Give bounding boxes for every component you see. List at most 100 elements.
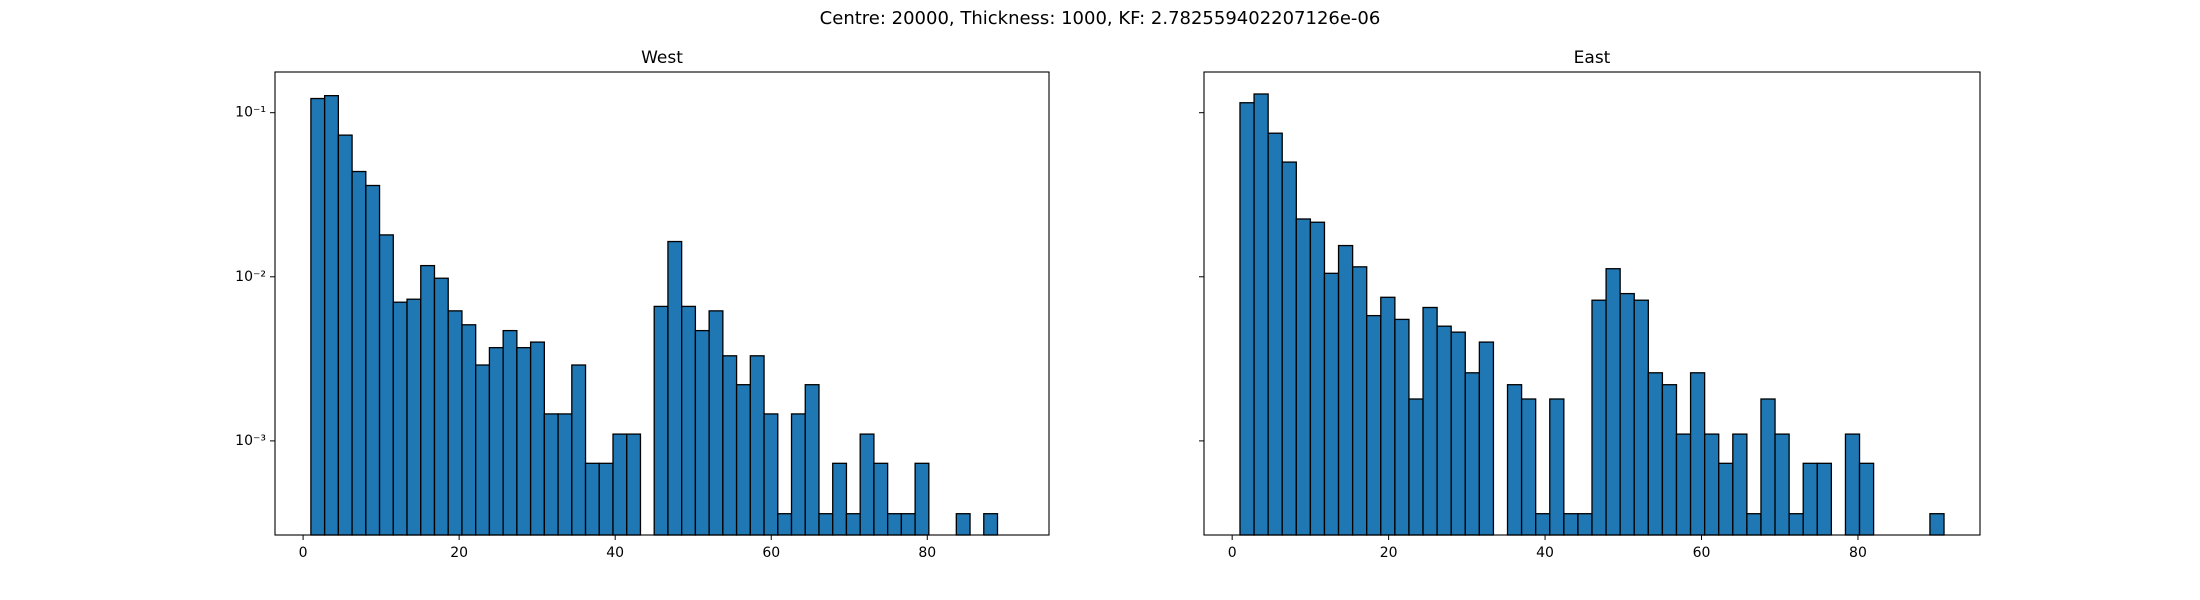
bar xyxy=(886,513,903,536)
bar xyxy=(1689,372,1706,536)
bar xyxy=(1464,372,1481,536)
figure-title: Centre: 20000, Thickness: 1000, KF: 2.78… xyxy=(820,8,1381,29)
bar xyxy=(1802,462,1818,536)
x-tick-label: 80 xyxy=(918,545,936,561)
bar xyxy=(777,513,793,536)
bar xyxy=(900,513,916,536)
bar xyxy=(1591,299,1607,536)
bar xyxy=(1253,93,1269,536)
bar xyxy=(955,513,971,536)
bar xyxy=(983,513,999,536)
bar xyxy=(1605,268,1621,536)
bar xyxy=(749,355,765,536)
bar xyxy=(323,95,340,536)
bar xyxy=(1478,341,1495,536)
bar xyxy=(1788,513,1804,536)
bar xyxy=(790,413,806,536)
bar xyxy=(1661,384,1678,536)
bar xyxy=(1703,433,1720,536)
x-tick-label: 60 xyxy=(1693,545,1711,561)
bar xyxy=(543,413,559,536)
bar xyxy=(681,305,697,536)
bar xyxy=(1239,102,1255,536)
x-tick-label: 60 xyxy=(762,545,780,561)
panel-title: West xyxy=(641,48,683,68)
bar xyxy=(722,355,738,536)
bar xyxy=(653,305,669,536)
bar xyxy=(1450,331,1466,536)
bar xyxy=(1647,372,1664,536)
bar xyxy=(351,170,367,536)
bar xyxy=(1619,292,1635,536)
bar xyxy=(1732,433,1748,536)
bar xyxy=(571,364,587,536)
bar xyxy=(1760,398,1776,536)
bar xyxy=(584,462,600,536)
bar xyxy=(914,462,930,536)
bar xyxy=(1816,462,1833,536)
y-tick-label: 10⁻³ xyxy=(235,433,266,449)
bar xyxy=(626,433,642,536)
bar xyxy=(433,277,449,536)
bar xyxy=(1309,221,1326,536)
axes-frame xyxy=(274,71,1050,536)
x-tick-label: 0 xyxy=(1228,545,1237,561)
x-tick-label: 20 xyxy=(1380,545,1398,561)
x-tick-label: 40 xyxy=(1536,545,1554,561)
bar xyxy=(1844,433,1861,536)
bar xyxy=(1633,299,1649,536)
bar xyxy=(1380,296,1396,536)
axes-frame xyxy=(1203,71,1981,536)
bar xyxy=(804,384,820,536)
bar xyxy=(516,346,532,536)
x-tick-label: 0 xyxy=(299,545,308,561)
bar xyxy=(310,97,326,536)
bar xyxy=(1746,513,1762,536)
bar xyxy=(1281,161,1297,536)
bar xyxy=(859,433,875,536)
bar xyxy=(488,346,504,536)
bar xyxy=(1267,132,1283,536)
bar xyxy=(1520,398,1537,536)
bar xyxy=(1549,398,1565,536)
bar xyxy=(365,184,381,536)
x-tick-label: 20 xyxy=(450,545,468,561)
bar xyxy=(1774,433,1790,536)
bar xyxy=(735,384,751,536)
bar xyxy=(378,234,394,536)
bar xyxy=(1563,513,1579,536)
bar xyxy=(1535,513,1551,536)
bar xyxy=(1929,513,1945,536)
bar xyxy=(406,298,422,536)
bar xyxy=(502,329,518,536)
bar xyxy=(529,341,545,536)
bar xyxy=(612,433,628,536)
x-tick-label: 40 xyxy=(606,545,624,561)
bar xyxy=(1351,266,1368,536)
bar xyxy=(392,301,408,536)
bar xyxy=(475,364,491,536)
bar xyxy=(694,329,710,536)
bar xyxy=(447,310,463,536)
bar xyxy=(337,134,353,536)
bar xyxy=(1337,244,1354,536)
bar xyxy=(1422,306,1438,536)
bar xyxy=(420,264,436,536)
panel-title: East xyxy=(1574,48,1611,68)
bar xyxy=(598,462,614,536)
bar xyxy=(1858,462,1875,536)
bar xyxy=(1718,462,1734,536)
bar xyxy=(832,462,848,536)
bar xyxy=(1675,433,1692,536)
x-tick-label: 80 xyxy=(1849,545,1867,561)
bar xyxy=(763,413,779,536)
bar xyxy=(708,310,724,536)
bar xyxy=(1323,272,1340,536)
y-tick-label: 10⁻² xyxy=(235,269,266,285)
bar xyxy=(461,324,477,536)
bar xyxy=(1436,325,1452,536)
bar xyxy=(1408,398,1424,536)
y-tick-label: 10⁻¹ xyxy=(235,105,266,121)
bar xyxy=(1394,318,1410,536)
